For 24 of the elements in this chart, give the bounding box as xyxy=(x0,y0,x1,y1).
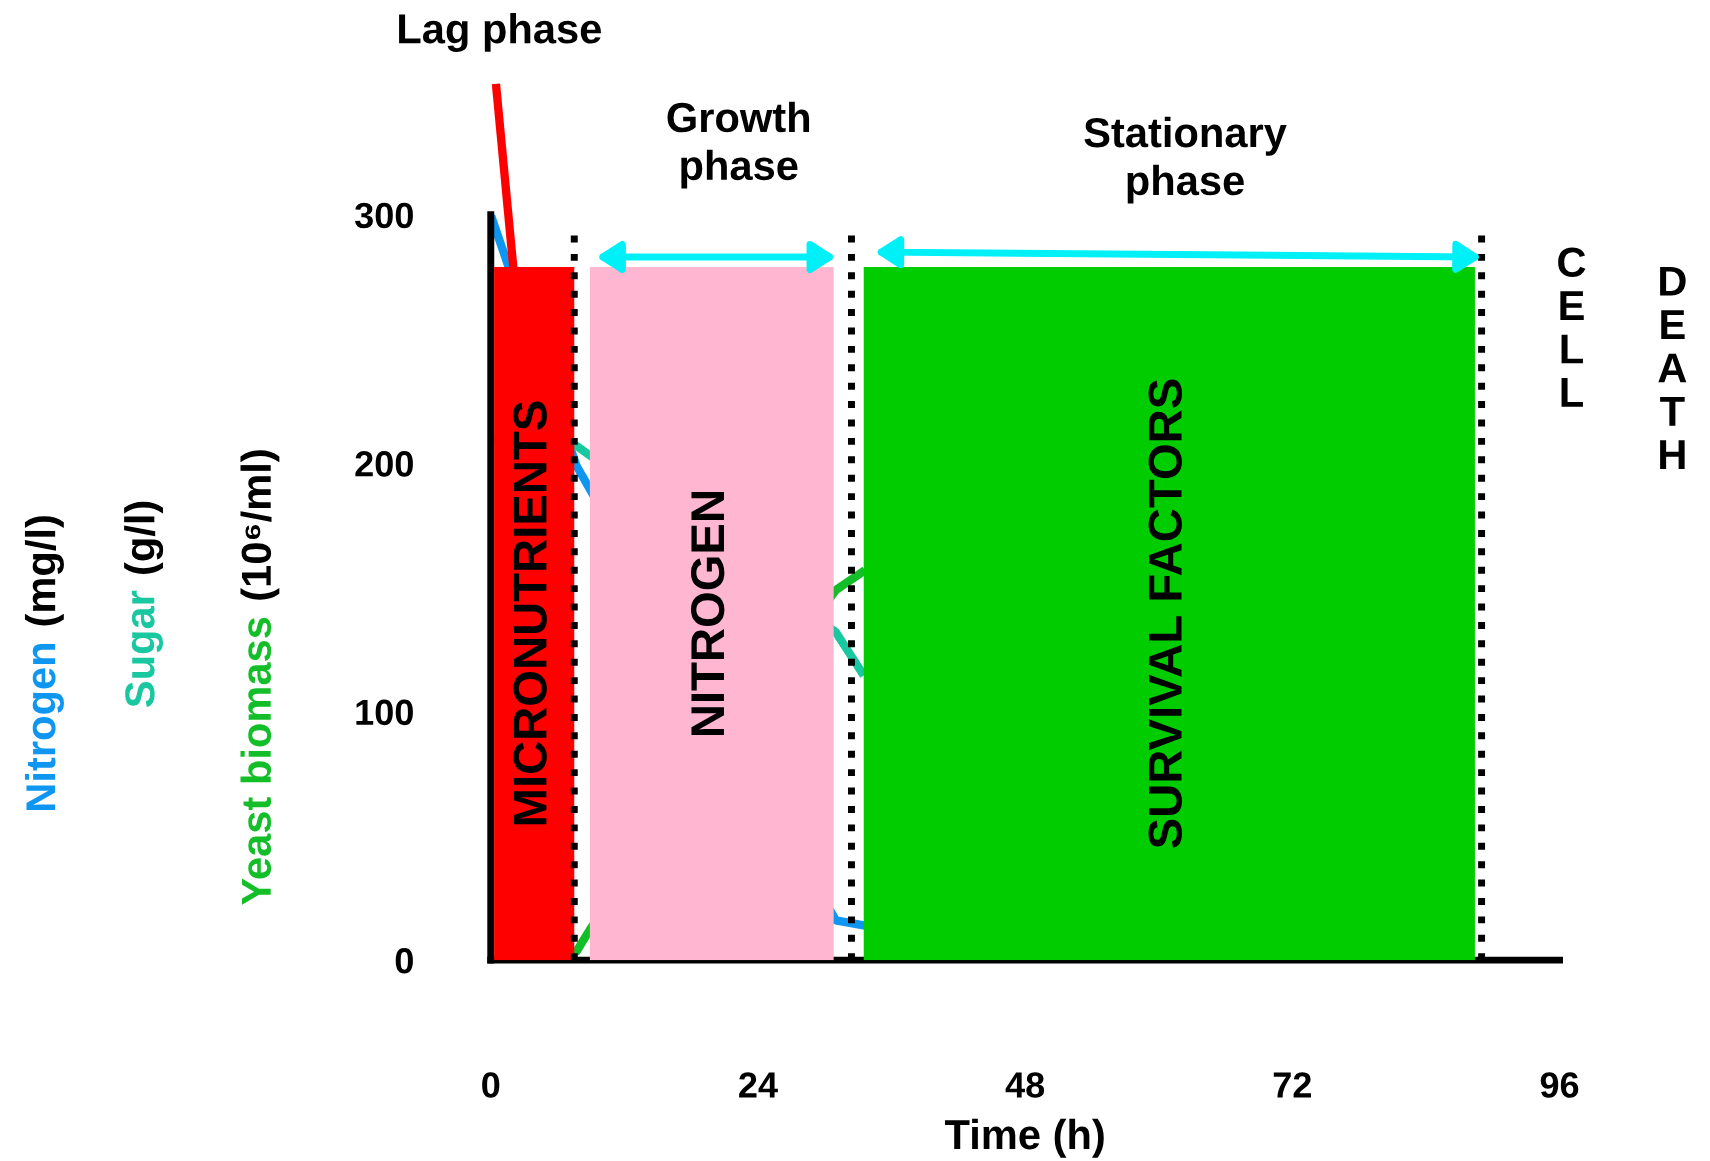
x-tick-label: 72 xyxy=(1273,1072,1311,1098)
text: (10⁶/ml) xyxy=(240,450,280,600)
y-tick-label: 100 xyxy=(356,699,413,726)
text: Yeast biomass xyxy=(240,617,272,905)
text: Nitrogen xyxy=(24,644,64,810)
x-tick-label: 24 xyxy=(739,1072,778,1098)
x-tick-label: 96 xyxy=(1540,1072,1579,1098)
annotation: CELL xyxy=(1558,247,1586,407)
band-label: MICRONUTRIENTS xyxy=(513,401,547,825)
band-label: NITROGEN xyxy=(690,492,725,736)
y-tick-label: 300 xyxy=(354,202,413,229)
x-tick-label: 48 xyxy=(1005,1072,1045,1098)
y-tick-label: 0 xyxy=(395,948,413,974)
text: Stationary phase xyxy=(1084,116,1287,204)
text: (g/l) xyxy=(124,501,164,574)
y-tick-label: 200 xyxy=(355,451,413,477)
text: DEATH xyxy=(1658,266,1687,470)
text: Growth phase xyxy=(667,101,810,189)
x-tick-label: 0 xyxy=(482,1072,500,1098)
text: Lag phase xyxy=(399,13,601,53)
x-axis-title: Time (h) xyxy=(944,1118,1104,1158)
text: (mg/l) xyxy=(24,516,64,626)
text: Sugar xyxy=(125,590,164,708)
band-label: SURVIVAL FACTORS xyxy=(1148,379,1182,848)
